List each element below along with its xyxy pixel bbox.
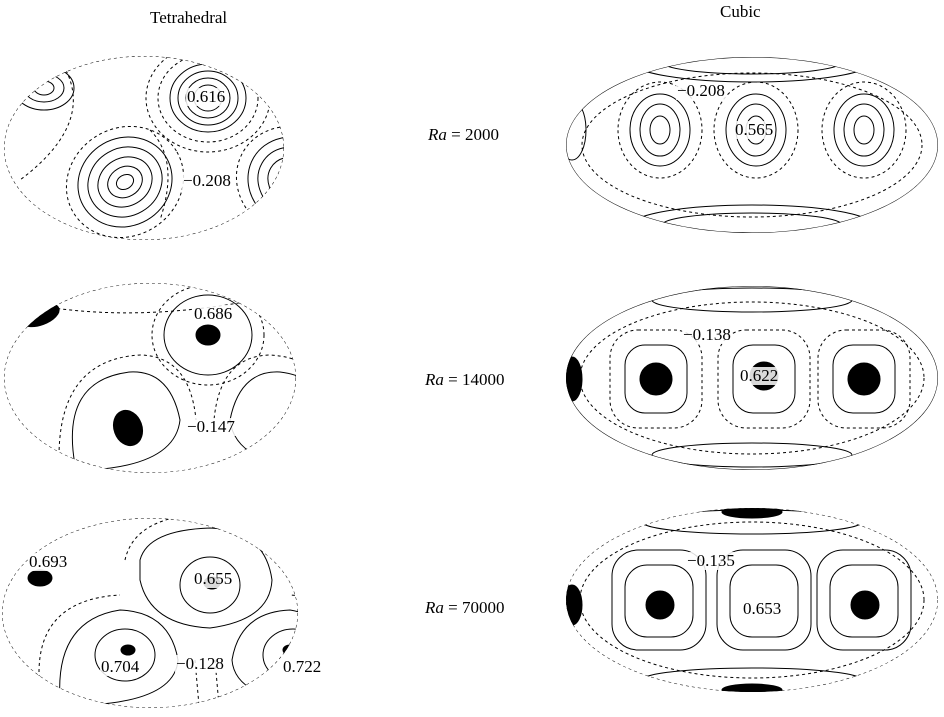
panel-tetrahedral-2000 bbox=[4, 56, 284, 240]
tet-14000-min: −0.147 bbox=[186, 417, 236, 436]
ra-70000-label: Ra = 70000 bbox=[425, 598, 505, 617]
cub-2000-max: 0.565 bbox=[734, 120, 775, 139]
cub-70000-max: 0.653 bbox=[742, 599, 783, 618]
cub-70000-min: −0.135 bbox=[686, 551, 736, 570]
tetrahedral-column-title: Tetrahedral bbox=[150, 8, 228, 27]
ra-2000-label: Ra = 2000 bbox=[428, 125, 499, 144]
tet-14000-max: 0.686 bbox=[193, 304, 234, 323]
panel-cubic-2000 bbox=[566, 57, 938, 233]
ra-14000-label: Ra = 14000 bbox=[425, 370, 505, 389]
tet-70000-max: 0.655 bbox=[193, 569, 234, 588]
tet-2000-min: −0.208 bbox=[182, 171, 232, 190]
cub-2000-min: −0.208 bbox=[676, 81, 726, 100]
cub-14000-max: 0.622 bbox=[739, 366, 780, 385]
tet-70000-label-c: 0.722 bbox=[282, 657, 323, 676]
tet-2000-max: 0.616 bbox=[186, 87, 227, 106]
panel-tetrahedral-14000 bbox=[4, 283, 296, 473]
panel-tetrahedral-70000 bbox=[2, 518, 298, 708]
cub-14000-min: −0.138 bbox=[682, 325, 732, 344]
cubic-column-title: Cubic bbox=[720, 2, 761, 21]
tet-70000-min: −0.128 bbox=[175, 654, 225, 673]
tet-70000-label-b: 0.704 bbox=[100, 657, 141, 676]
tet-70000-label-a: 0.693 bbox=[28, 552, 69, 571]
